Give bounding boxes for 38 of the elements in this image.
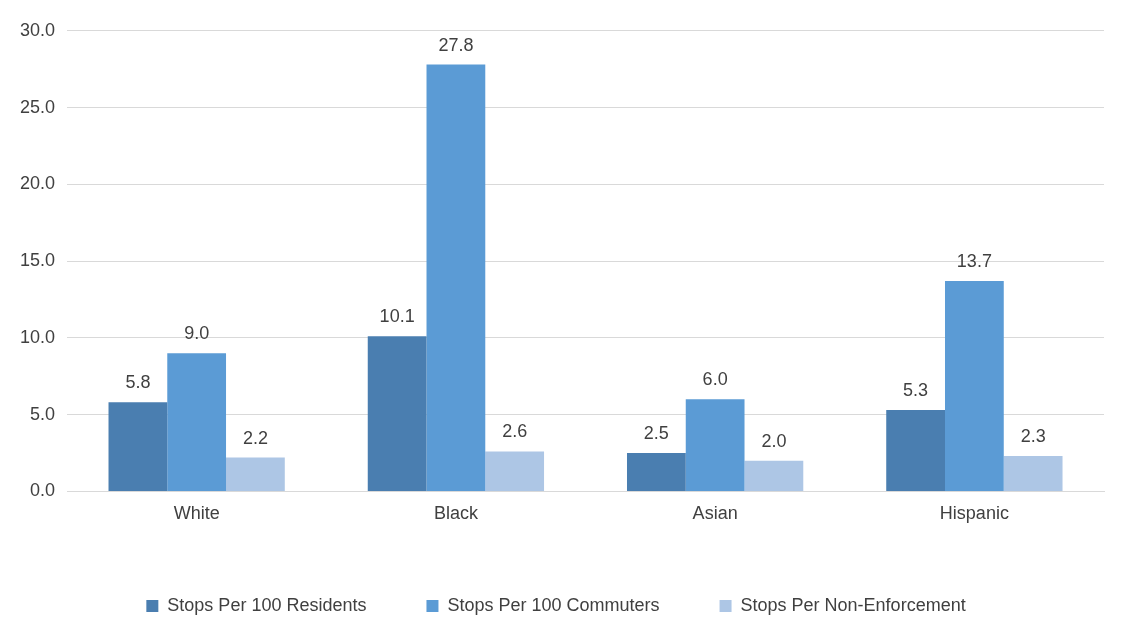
y-tick-label: 30.0 [19, 19, 56, 40]
data-label: 2.2 [242, 427, 268, 448]
bar [744, 460, 804, 491]
bar [226, 457, 285, 491]
data-label: 13.7 [956, 251, 992, 272]
bar [685, 399, 745, 491]
bar [627, 453, 686, 491]
data-label: 2.0 [761, 430, 787, 451]
data-label: 5.8 [125, 372, 151, 393]
y-tick-label: 15.0 [19, 250, 56, 271]
legend-label: Stops Per Non-Enforcement [740, 594, 966, 615]
legend-label: Stops Per 100 Residents [167, 594, 367, 615]
y-tick-label: 20.0 [19, 173, 56, 194]
data-label: 2.5 [643, 422, 669, 443]
legend-label: Stops Per 100 Commuters [447, 594, 660, 615]
x-tick-label: Asian [692, 503, 738, 524]
x-tick-label: Hispanic [939, 503, 1009, 524]
bar [1003, 456, 1063, 491]
x-tick-label: Black [433, 503, 479, 524]
data-label: 6.0 [702, 369, 728, 390]
y-tick-label: 25.0 [19, 96, 56, 117]
x-tick-label: White [173, 503, 220, 524]
y-tick-label: 0.0 [30, 480, 56, 501]
data-label: 2.6 [502, 421, 528, 442]
data-label: 10.1 [379, 306, 415, 327]
bar [108, 402, 168, 491]
bar [485, 451, 545, 491]
data-label: 27.8 [438, 34, 474, 55]
y-tick-label: 5.0 [30, 403, 56, 424]
data-label: 2.3 [1020, 426, 1046, 447]
bar [167, 353, 227, 491]
data-label: 9.0 [184, 323, 210, 344]
bar [945, 281, 1004, 491]
bar [886, 410, 945, 491]
y-tick-label: 10.0 [19, 326, 56, 347]
data-label: 5.3 [903, 380, 929, 400]
bar [426, 64, 486, 491]
bar [367, 336, 427, 491]
